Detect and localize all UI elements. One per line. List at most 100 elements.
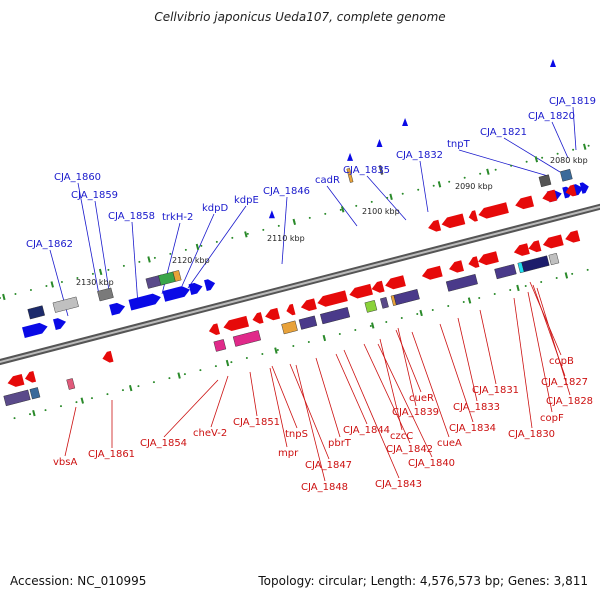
forward-gene-label: CJA_1832 xyxy=(396,150,443,161)
kbp-tick xyxy=(322,334,327,342)
forward-gene-label: CJA_1862 xyxy=(26,239,73,250)
guide-dot xyxy=(199,369,202,372)
guide-dot xyxy=(245,357,248,360)
reverse-gene-arrow xyxy=(300,298,317,311)
reverse-cog-box xyxy=(445,273,478,292)
forward-gene-arrow xyxy=(188,282,203,295)
guide-dot xyxy=(0,296,1,299)
kbp-label: 2120 kbp xyxy=(172,256,210,265)
kbp-label: 2080 kbp xyxy=(550,156,588,165)
kbp-ticks xyxy=(0,143,590,420)
kbp-tick xyxy=(225,359,230,367)
forward-gene-label: CJA_1859 xyxy=(71,190,118,201)
forward-small-gene xyxy=(347,152,354,161)
forward-gene-label: cadR xyxy=(315,175,340,186)
kbp-label: 2130 kbp xyxy=(76,278,114,287)
guide-dot xyxy=(324,212,327,215)
guide-dot xyxy=(386,196,389,199)
forward-cog-box xyxy=(27,305,45,320)
forward-small-gene xyxy=(376,139,383,148)
reverse-gene-label: CJA_1827 xyxy=(541,377,588,388)
guide-dot xyxy=(168,377,171,380)
guide-dot xyxy=(14,292,17,295)
guide-dot xyxy=(153,256,156,259)
kbp-tick xyxy=(2,293,6,301)
reverse-cog-box xyxy=(281,320,298,335)
guide-dot xyxy=(262,228,265,231)
guide-dot xyxy=(587,144,590,147)
genome-backbone xyxy=(0,203,600,366)
reverse-gene-labels: copB CJA_1827 CJA_1828 copF CJA_1830 CJA_1831… xyxy=(53,356,593,493)
kbp-tick xyxy=(340,206,345,213)
reverse-gene-arrow xyxy=(478,251,499,266)
reverse-gene-arrow xyxy=(542,189,558,203)
forward-gene-label: CJA_1835 xyxy=(343,165,390,176)
forward-cog-box xyxy=(559,168,573,182)
kbp-tick xyxy=(98,268,103,276)
reverse-gene-label: CJA_1842 xyxy=(386,444,433,455)
reverse-gene-arrow xyxy=(428,219,442,232)
reverse-gene-label: CJA_1851 xyxy=(233,417,280,428)
kbp-tick xyxy=(419,309,423,317)
kbp-tick xyxy=(534,156,539,163)
guide-dot xyxy=(339,208,342,211)
forward-strand-genes xyxy=(22,59,589,339)
guide-dot xyxy=(59,405,62,408)
reverse-cog-box xyxy=(380,297,389,309)
label-leader xyxy=(335,353,368,425)
reverse-cog-box xyxy=(494,263,517,280)
guide-dot xyxy=(29,413,32,416)
guide-dot xyxy=(152,381,155,384)
kbp-tick xyxy=(244,231,248,238)
reverse-cog-box xyxy=(320,307,351,325)
label-leader xyxy=(363,343,411,444)
reverse-gene-arrow xyxy=(441,213,466,229)
label-leader xyxy=(295,364,326,482)
reverse-gene-arrow xyxy=(371,280,385,293)
forward-small-gene xyxy=(550,59,557,68)
label-leader xyxy=(289,363,330,460)
reverse-gene-arrow xyxy=(468,210,478,222)
guide-dot xyxy=(230,361,233,364)
kbp-tick xyxy=(32,409,36,417)
guide-dot xyxy=(463,176,466,179)
reverse-gene-label: cheV-2 xyxy=(193,428,227,439)
guide-dot xyxy=(276,349,279,352)
guide-dot xyxy=(401,192,404,195)
label-leader xyxy=(343,349,400,479)
reverse-gene-arrow xyxy=(286,303,296,316)
reverse-gene-arrow xyxy=(468,256,480,268)
guide-dot xyxy=(510,164,513,167)
reverse-gene-arrow xyxy=(385,275,406,290)
guide-dot xyxy=(478,296,481,299)
kbp-tick xyxy=(50,281,54,288)
forward-gene-label: CJA_1860 xyxy=(54,172,101,183)
backbone-highlight xyxy=(0,205,600,364)
guide-dot xyxy=(355,204,358,207)
reverse-gene-label: tnpS xyxy=(285,429,308,440)
kbp-tick xyxy=(486,168,490,175)
kbp-tick xyxy=(128,384,133,392)
guide-dot xyxy=(91,272,94,275)
reverse-gene-label: CJA_1830 xyxy=(508,429,555,440)
guide-dot xyxy=(369,325,372,328)
label-leader xyxy=(527,291,553,413)
forward-gene-arrow xyxy=(162,286,190,302)
forward-gene-label: tnpT xyxy=(447,139,471,150)
label-leader xyxy=(210,375,229,428)
reverse-gene-arrow xyxy=(449,260,464,273)
reverse-gene-arrow xyxy=(7,373,25,387)
guide-dot xyxy=(479,172,482,175)
guide-dot xyxy=(586,268,589,271)
label-leader xyxy=(513,297,533,429)
guide-dot xyxy=(183,373,186,376)
forward-cog-box xyxy=(538,174,552,188)
forward-gene-label: CJA_1819 xyxy=(549,96,596,107)
guide-dot xyxy=(277,224,280,227)
forward-gene-label: trkH-2 xyxy=(162,212,193,223)
guide-dot xyxy=(556,152,559,155)
reverse-gene-arrow xyxy=(513,243,530,256)
reverse-gene-label: CJA_1843 xyxy=(375,479,422,490)
label-leader xyxy=(94,200,111,298)
